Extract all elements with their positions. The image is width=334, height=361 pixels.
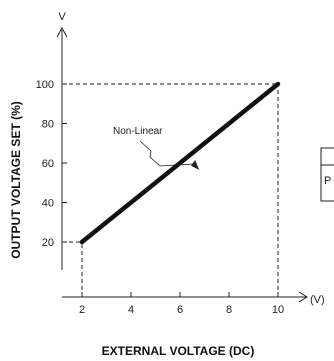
x-axis-unit: (V) xyxy=(310,294,325,306)
x-tick-label: 6 xyxy=(177,304,183,316)
y-tick-label: 60 xyxy=(42,158,54,170)
x-tick-label: 10 xyxy=(272,304,284,316)
x-ticks: 2 4 6 8 10 xyxy=(79,292,284,316)
y-axis-arrow-icon xyxy=(56,26,68,38)
x-axis-title: EXTERNAL VOLTAGE (DC) xyxy=(102,344,255,358)
y-tick-label: 40 xyxy=(42,198,54,210)
annotation-leader xyxy=(139,140,196,167)
side-table-text: P xyxy=(324,175,331,187)
reference-lines xyxy=(62,83,279,297)
y-tick-label: 100 xyxy=(36,79,54,91)
series-line xyxy=(79,81,281,245)
series-group xyxy=(79,81,281,245)
y-ticks: 20 40 60 80 100 xyxy=(36,79,67,249)
annotation-arrow-icon xyxy=(191,159,200,170)
x-tick-label: 8 xyxy=(226,304,232,316)
y-tick-label: 20 xyxy=(42,237,54,249)
y-axis-unit: V xyxy=(58,11,66,23)
x-axis-arrow-icon xyxy=(298,291,308,303)
x-tick-label: 4 xyxy=(128,304,134,316)
side-table-box xyxy=(320,147,334,202)
y-tick-label: 80 xyxy=(42,119,54,131)
y-axis-title: OUTPUT VOLTAGE SET (%) xyxy=(9,101,23,259)
side-table-fragment: P xyxy=(320,147,334,202)
x-tick-label: 2 xyxy=(79,304,85,316)
annotation-label: Non-Linear xyxy=(113,126,163,137)
